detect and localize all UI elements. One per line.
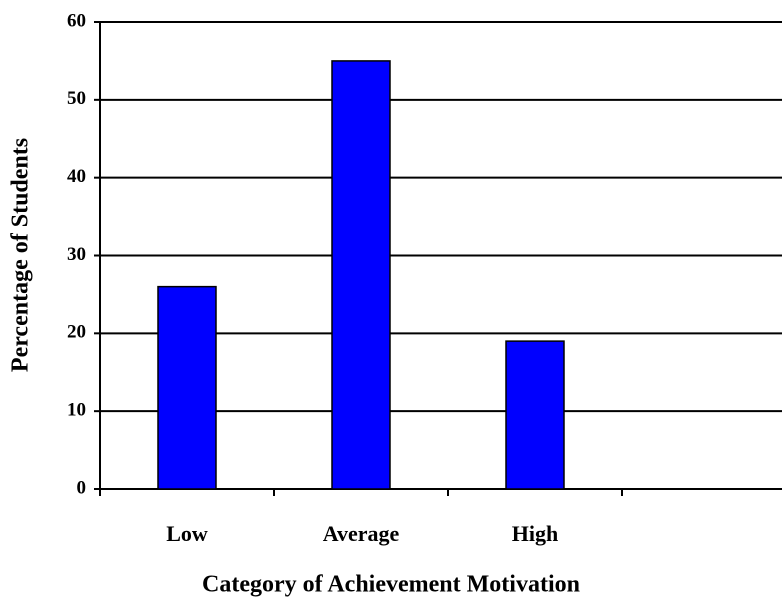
y-axis-title: Percentage of Students (8, 138, 34, 372)
y-tick-label: 50 (67, 88, 86, 109)
x-tick-label: Low (166, 521, 208, 546)
y-tick-label: 20 (67, 322, 86, 343)
y-tick-label: 30 (67, 244, 86, 265)
y-tick-label: 10 (67, 400, 86, 421)
x-tick-label: Average (323, 521, 400, 546)
y-tick-label: 40 (67, 166, 86, 187)
bar (505, 340, 565, 490)
y-tick-label: 0 (77, 477, 87, 498)
y-tick-label: 60 (67, 10, 86, 31)
x-tick-label: High (512, 521, 558, 546)
bar (157, 285, 217, 490)
bar (331, 60, 391, 490)
x-axis-title: Category of Achievement Motivation (202, 572, 580, 598)
